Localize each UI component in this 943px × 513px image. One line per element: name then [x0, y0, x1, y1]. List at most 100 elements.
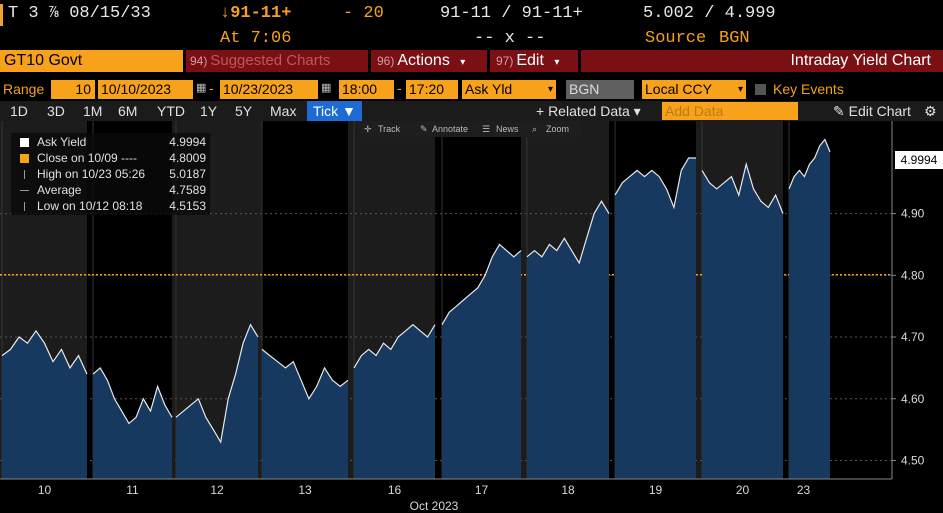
area-segment — [2, 330, 87, 479]
last-price: ↓91-11+ — [220, 4, 292, 23]
x-tick-label: 11 — [126, 483, 139, 497]
period-6m[interactable]: 6M — [118, 103, 138, 119]
series-line — [261, 348, 349, 401]
low-marker-icon — [24, 202, 25, 211]
legend-value: 4.9994 — [169, 135, 206, 149]
legend-value: 4.8009 — [169, 151, 206, 165]
quote-size: -- x -- — [474, 29, 546, 48]
x-axis-label: Oct 2023 — [410, 499, 459, 513]
annotate-icon[interactable]: ✎ — [420, 124, 428, 134]
chevron-down-icon: ▾ — [737, 84, 743, 95]
chevron-down-icon: ▾ — [547, 84, 553, 95]
actions-menu[interactable]: 96) Actions ▾ — [371, 50, 487, 72]
pricing-source-field[interactable]: BGN — [566, 80, 634, 99]
legend-swatch — [20, 138, 29, 147]
x-tick-label: 19 — [649, 483, 663, 497]
chart-area[interactable]: 4.50 4.60 4.70 4.80 4.90 10 11 12 13 16 17 18 19 20 23… — [0, 121, 943, 513]
calendar-icon[interactable]: ▦ — [196, 82, 207, 94]
add-data-input[interactable]: Add Data — [662, 102, 798, 120]
zoom-button[interactable]: Zoom — [546, 124, 570, 134]
range-bar: Range 10 10/10/2023 ▦ - 10/23/2023 ▦ 18:… — [0, 80, 943, 100]
track-button[interactable]: Track — [378, 124, 401, 134]
area-segment — [176, 324, 258, 479]
security-field[interactable]: GT10 Govt — [0, 50, 183, 72]
area-segment — [262, 349, 348, 479]
edit-menu[interactable]: 97) Edit ▾ — [490, 50, 578, 72]
field-select-value: Ask Yld — [465, 81, 513, 97]
chart-name: Intraday Yield Chart — [581, 50, 943, 72]
legend-row-average[interactable]: Average 4.7589 — [11, 182, 210, 198]
tick-dropdown[interactable]: Tick ▼ — [307, 101, 362, 121]
suggested-charts-menu[interactable]: 94) Suggested Charts — [186, 50, 368, 72]
calendar-icon[interactable]: ▦ — [321, 82, 332, 94]
period-1y[interactable]: 1Y — [200, 103, 218, 119]
legend-row-high[interactable]: High on 10/23 05:26 5.0187 — [11, 166, 210, 182]
chevron-down-icon: ▾ — [460, 57, 466, 68]
bid-ask-price: 91-11 / 91-11+ — [440, 4, 583, 23]
end-date-field[interactable]: 10/23/2023 — [220, 80, 318, 99]
x-tick-label: 18 — [561, 483, 575, 497]
area-segment — [702, 164, 783, 479]
annotate-button[interactable]: Annotate — [432, 124, 469, 134]
field-select[interactable]: Ask Yld ▾ — [462, 80, 556, 99]
quote-line: T 3 ⅞ 08/15/33 ↓91-11+ - 20 91-11 / 91-1… — [0, 0, 943, 30]
currency-select[interactable]: Local CCY ▾ — [642, 80, 746, 99]
news-icon[interactable]: ☰ — [482, 124, 491, 134]
legend-row-ask-yield[interactable]: Ask Yield 4.9994 — [11, 134, 210, 150]
source-value: BGN — [719, 29, 750, 48]
legend-label: Ask Yield — [37, 135, 87, 149]
edit-label: Edit — [516, 52, 544, 69]
legend-swatch — [20, 154, 29, 163]
series-line — [526, 200, 610, 265]
x-tick-label: 12 — [210, 483, 224, 497]
key-events-checkbox[interactable] — [755, 84, 766, 95]
x-tick-label: 10 — [38, 483, 52, 497]
series-line — [175, 323, 259, 444]
zoom-icon[interactable]: ⌕ — [532, 124, 538, 134]
related-data-button[interactable]: + Related Data ▾ — [536, 103, 641, 119]
gear-icon[interactable]: ⚙ — [924, 103, 937, 119]
period-3d[interactable]: 3D — [47, 103, 65, 119]
series-line — [614, 157, 696, 210]
series-line — [1, 329, 88, 375]
security-marker — [0, 4, 3, 26]
time-dash: - — [397, 80, 402, 96]
x-tick-label: 16 — [388, 483, 402, 497]
period-1d[interactable]: 1D — [10, 103, 28, 119]
track-icon[interactable]: ✛ — [364, 124, 372, 134]
range-interval-field[interactable]: 10 — [51, 80, 95, 99]
y-tick-label: 4.90 — [901, 207, 925, 221]
legend-label: Average — [37, 183, 82, 197]
ticker-label: T 3 ⅞ 08/15/33 — [8, 4, 151, 23]
y-tick-label: 4.60 — [901, 392, 925, 406]
chart-mini-toolbar: ✛ Track ✎ Annotate ☰ News ⌕ Zoom — [358, 121, 582, 137]
actions-num: 96) — [377, 54, 395, 68]
chart-legend: Ask Yield 4.9994 Close on 10/09 ---- 4.8… — [11, 133, 210, 215]
period-5y[interactable]: 5Y — [235, 103, 253, 119]
source-label: Source — [645, 29, 707, 48]
high-marker-icon — [24, 170, 25, 179]
yield-chart[interactable]: 4.50 4.60 4.70 4.80 4.90 10 11 12 13 16 17 18 19 20 23… — [0, 121, 943, 513]
end-time-field[interactable]: 17:20 — [406, 80, 458, 99]
legend-value: 4.5153 — [169, 199, 206, 213]
period-ytd[interactable]: YTD — [157, 103, 185, 119]
legend-row-close[interactable]: Close on 10/09 ---- 4.8009 — [11, 150, 210, 166]
legend-row-low[interactable]: Low on 10/12 08:18 4.5153 — [11, 198, 210, 214]
period-1m[interactable]: 1M — [83, 103, 103, 119]
edit-chart-button[interactable]: ✎ Edit Chart — [833, 103, 911, 119]
start-date-field[interactable]: 10/10/2023 — [98, 80, 193, 99]
x-tick-label: 17 — [475, 483, 489, 497]
area-segment — [615, 158, 696, 479]
legend-value: 4.7589 — [169, 183, 206, 197]
net-change: - 20 — [343, 4, 384, 23]
area-segment — [354, 324, 435, 479]
start-time-field[interactable]: 18:00 — [339, 80, 394, 99]
news-button[interactable]: News — [496, 124, 519, 134]
currency-select-value: Local CCY — [645, 81, 712, 97]
legend-label: High on 10/23 05:26 — [37, 167, 146, 181]
period-max[interactable]: Max — [270, 103, 297, 119]
suggested-label: Suggested Charts — [210, 52, 331, 69]
quote-time: At 7:06 — [220, 29, 292, 48]
area-segment — [93, 367, 172, 479]
x-tick-label: 20 — [736, 483, 750, 497]
